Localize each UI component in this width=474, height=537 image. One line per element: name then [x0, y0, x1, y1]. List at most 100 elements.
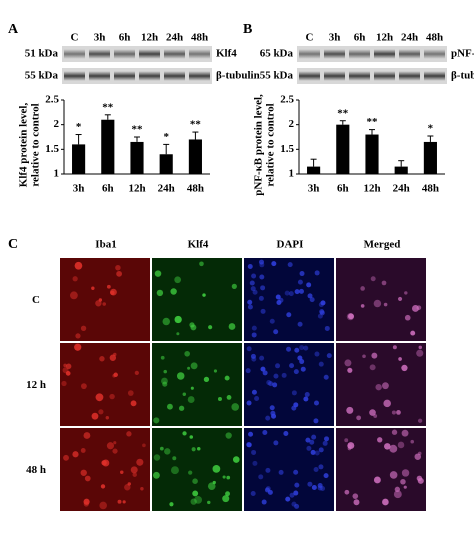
blot-band — [399, 49, 420, 59]
cell — [251, 389, 257, 395]
cell — [224, 375, 230, 381]
cell — [80, 469, 87, 476]
cell — [83, 432, 91, 439]
y-tick-label: 2 — [289, 118, 295, 130]
cell — [254, 396, 260, 402]
cell — [203, 376, 210, 383]
cell — [182, 431, 187, 436]
cell — [251, 332, 257, 338]
band-name: β-tubulin — [216, 70, 260, 82]
cell — [83, 501, 89, 507]
y-tick-label: 1.5 — [280, 143, 294, 155]
cell — [291, 390, 297, 396]
kda-label: 55 kDa — [260, 70, 294, 82]
cell — [258, 259, 264, 265]
cell — [120, 470, 124, 474]
cell — [226, 475, 231, 480]
bar — [159, 154, 173, 174]
cell — [112, 448, 118, 454]
cell — [291, 405, 297, 411]
cell — [382, 382, 389, 390]
x-tick-label: 6h — [337, 183, 349, 195]
cell — [271, 261, 277, 267]
cell — [74, 261, 83, 270]
blot-band — [64, 71, 85, 81]
cell — [314, 351, 320, 357]
cell — [190, 386, 194, 390]
cell — [344, 359, 352, 367]
cell — [127, 482, 132, 486]
lane-label: C — [306, 32, 314, 44]
bar — [336, 124, 350, 174]
cell — [392, 345, 397, 350]
cell — [91, 286, 95, 290]
cell — [187, 366, 191, 370]
cell — [314, 270, 320, 276]
cell — [310, 449, 316, 455]
cell — [72, 276, 78, 282]
kda-label: 65 kDa — [260, 48, 294, 60]
cell — [167, 403, 173, 410]
cell — [153, 454, 161, 461]
cell — [140, 486, 144, 491]
cell — [323, 374, 329, 380]
cell — [360, 304, 365, 308]
cell — [317, 482, 323, 488]
cell — [305, 437, 311, 443]
cell — [383, 399, 391, 408]
micrograph — [60, 343, 150, 426]
cell — [417, 477, 424, 484]
cell — [324, 325, 330, 331]
lane-label: 12h — [376, 32, 393, 44]
cell — [271, 413, 277, 419]
cell — [284, 290, 290, 296]
cell — [250, 286, 256, 292]
cell — [303, 345, 309, 351]
cell — [109, 354, 117, 361]
cell — [252, 460, 258, 466]
y-tick-label: 1.5 — [45, 143, 59, 155]
cell — [383, 302, 388, 307]
cell — [176, 372, 185, 380]
y-axis-label: Klf4 protein level, — [18, 103, 30, 188]
significance-label: ** — [337, 107, 349, 119]
column-header: Merged — [364, 239, 401, 251]
micrograph — [336, 258, 426, 341]
micrograph — [152, 258, 242, 341]
bar — [188, 139, 202, 174]
cell — [252, 289, 258, 295]
cell — [199, 261, 204, 267]
cell — [269, 405, 275, 411]
y-axis-label: relative to control — [30, 103, 42, 186]
cell — [273, 440, 279, 446]
cell — [95, 300, 102, 307]
cell — [247, 299, 253, 305]
cell — [391, 429, 398, 435]
cell — [249, 280, 255, 286]
cell — [213, 369, 218, 373]
cell — [293, 490, 299, 496]
cell — [75, 333, 81, 339]
cell — [197, 447, 201, 451]
blot-band — [324, 71, 345, 81]
cell — [99, 501, 107, 510]
cell — [313, 400, 319, 406]
cell — [410, 439, 415, 444]
cell — [174, 315, 182, 324]
significance-label: * — [428, 123, 434, 135]
cell — [417, 418, 423, 423]
cell — [384, 443, 391, 450]
cell — [393, 490, 402, 499]
cell — [318, 464, 324, 470]
cell — [313, 418, 319, 424]
lane-label: 48h — [191, 32, 208, 44]
cell — [190, 498, 197, 505]
bar — [365, 134, 379, 174]
cell — [70, 291, 78, 300]
cell — [110, 288, 117, 296]
cell — [307, 481, 313, 487]
cell — [264, 487, 270, 493]
cell — [300, 366, 306, 372]
cell — [80, 383, 87, 390]
